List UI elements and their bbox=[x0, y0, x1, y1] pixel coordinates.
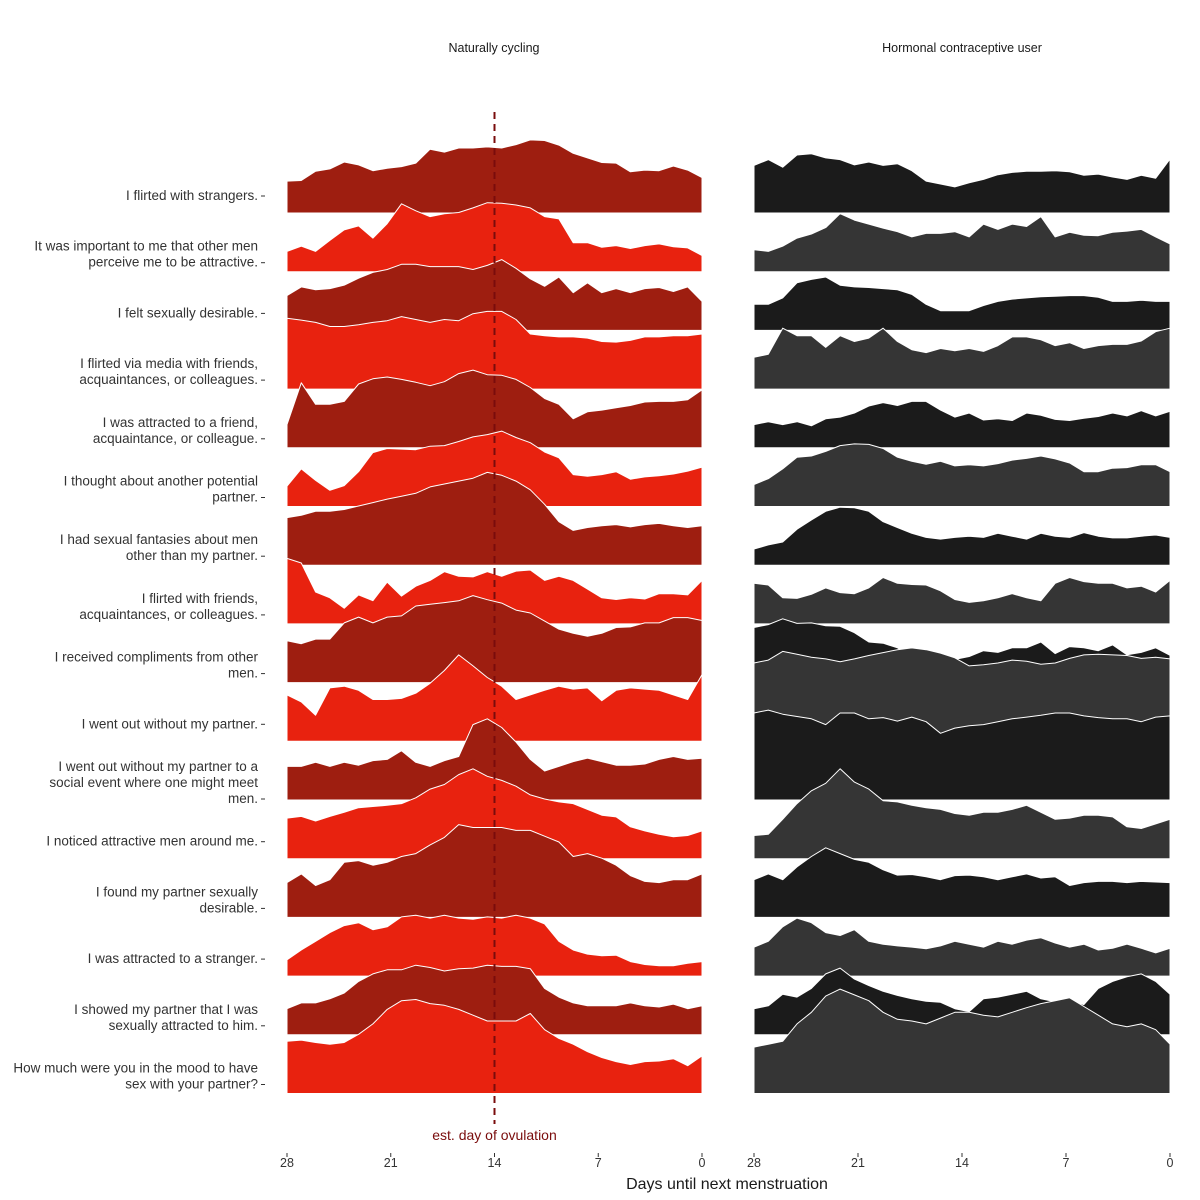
ridge-hc-row-1 bbox=[753, 153, 1171, 214]
row-label-9: I received compliments from other men. bbox=[55, 650, 259, 681]
x-tick-label-p1-7: 7 bbox=[1063, 1156, 1070, 1170]
ridge-hc-row-14 bbox=[753, 917, 1171, 977]
ridge-hc-row-13 bbox=[753, 847, 1171, 918]
x-tick-label-p1-21: 21 bbox=[851, 1156, 865, 1170]
row-label-10: I went out without my partner. bbox=[82, 716, 258, 731]
row-label-7: I had sexual fantasies about men other th… bbox=[60, 532, 258, 563]
row-label-11: I went out without my partner to a social… bbox=[49, 759, 258, 806]
row-label-4: I flirted via media with friends, acquain… bbox=[79, 356, 258, 387]
x-tick-label-p0-14: 14 bbox=[488, 1156, 502, 1170]
ridge-hc-row-7 bbox=[753, 506, 1171, 566]
x-tick-label-p0-21: 21 bbox=[384, 1156, 398, 1170]
row-label-1: I flirted with strangers. bbox=[126, 188, 258, 203]
x-tick-label-p1-14: 14 bbox=[955, 1156, 969, 1170]
ridge-nc-row-4 bbox=[286, 310, 703, 390]
row-label-16: How much were you in the mood to have sex… bbox=[13, 1061, 258, 1092]
ridge-nc-row-9 bbox=[286, 595, 703, 684]
panel-title-hormonal-contraceptive: Hormonal contraceptive user bbox=[882, 41, 1042, 55]
ridge-nc-row-11 bbox=[286, 718, 703, 801]
ridge-hc-row-4 bbox=[753, 327, 1171, 390]
ridge-hc-row-12 bbox=[753, 768, 1171, 860]
row-label-5: I was attracted to a friend, acquaintance… bbox=[93, 415, 258, 446]
x-tick-label-p0-7: 7 bbox=[595, 1156, 602, 1170]
ridge-nc-row-5 bbox=[286, 369, 703, 449]
row-labels: I flirted with strangers. It was importan… bbox=[13, 188, 265, 1092]
row-label-12: I noticed attractive men around me. bbox=[46, 834, 258, 849]
row-label-14: I was attracted to a stranger. bbox=[88, 951, 258, 966]
row-label-2: It was important to me that other men per… bbox=[34, 239, 258, 270]
ridge-hc-row-8 bbox=[753, 577, 1171, 625]
ridge-hc-row-3 bbox=[753, 276, 1171, 331]
ovulation-label: est. day of ovulation bbox=[432, 1127, 557, 1143]
ridge-nc-row-7 bbox=[286, 471, 703, 566]
row-label-6: I thought about another potential partner… bbox=[64, 474, 258, 505]
x-tick-label-p1-28: 28 bbox=[747, 1156, 761, 1170]
ridge-hc-row-16 bbox=[753, 988, 1171, 1094]
row-label-3: I felt sexually desirable. bbox=[118, 305, 258, 320]
panel-title-naturally-cycling: Naturally cycling bbox=[448, 41, 539, 55]
ridge-hc-row-11 bbox=[753, 709, 1171, 801]
x-tick-label-p0-0: 0 bbox=[699, 1156, 706, 1170]
x-axis-title: Days until next menstruation bbox=[626, 1176, 828, 1193]
row-label-15: I showed my partner that I was sexually a… bbox=[74, 1002, 258, 1033]
ridge-hc-row-6 bbox=[753, 443, 1171, 507]
ridge-nc-row-10 bbox=[286, 654, 703, 742]
x-tick-label-p1-0: 0 bbox=[1167, 1156, 1174, 1170]
row-label-8: I flirted with friends, acquaintances, or… bbox=[79, 591, 258, 622]
ridge-nc-row-6 bbox=[286, 430, 703, 507]
row-label-13: I found my partner sexually desirable. bbox=[96, 884, 258, 915]
x-axes: 28 21 14 7 0 28 21 14 7 0 bbox=[280, 1153, 1174, 1170]
ridge-hc-row-5 bbox=[753, 400, 1171, 449]
ridge-nc-row-8 bbox=[286, 557, 703, 625]
ridge-nc-row-16 bbox=[286, 999, 703, 1094]
ridge-hc-row-2 bbox=[753, 213, 1171, 273]
ridges-group bbox=[286, 139, 1171, 1094]
x-tick-label-p0-28: 28 bbox=[280, 1156, 294, 1170]
